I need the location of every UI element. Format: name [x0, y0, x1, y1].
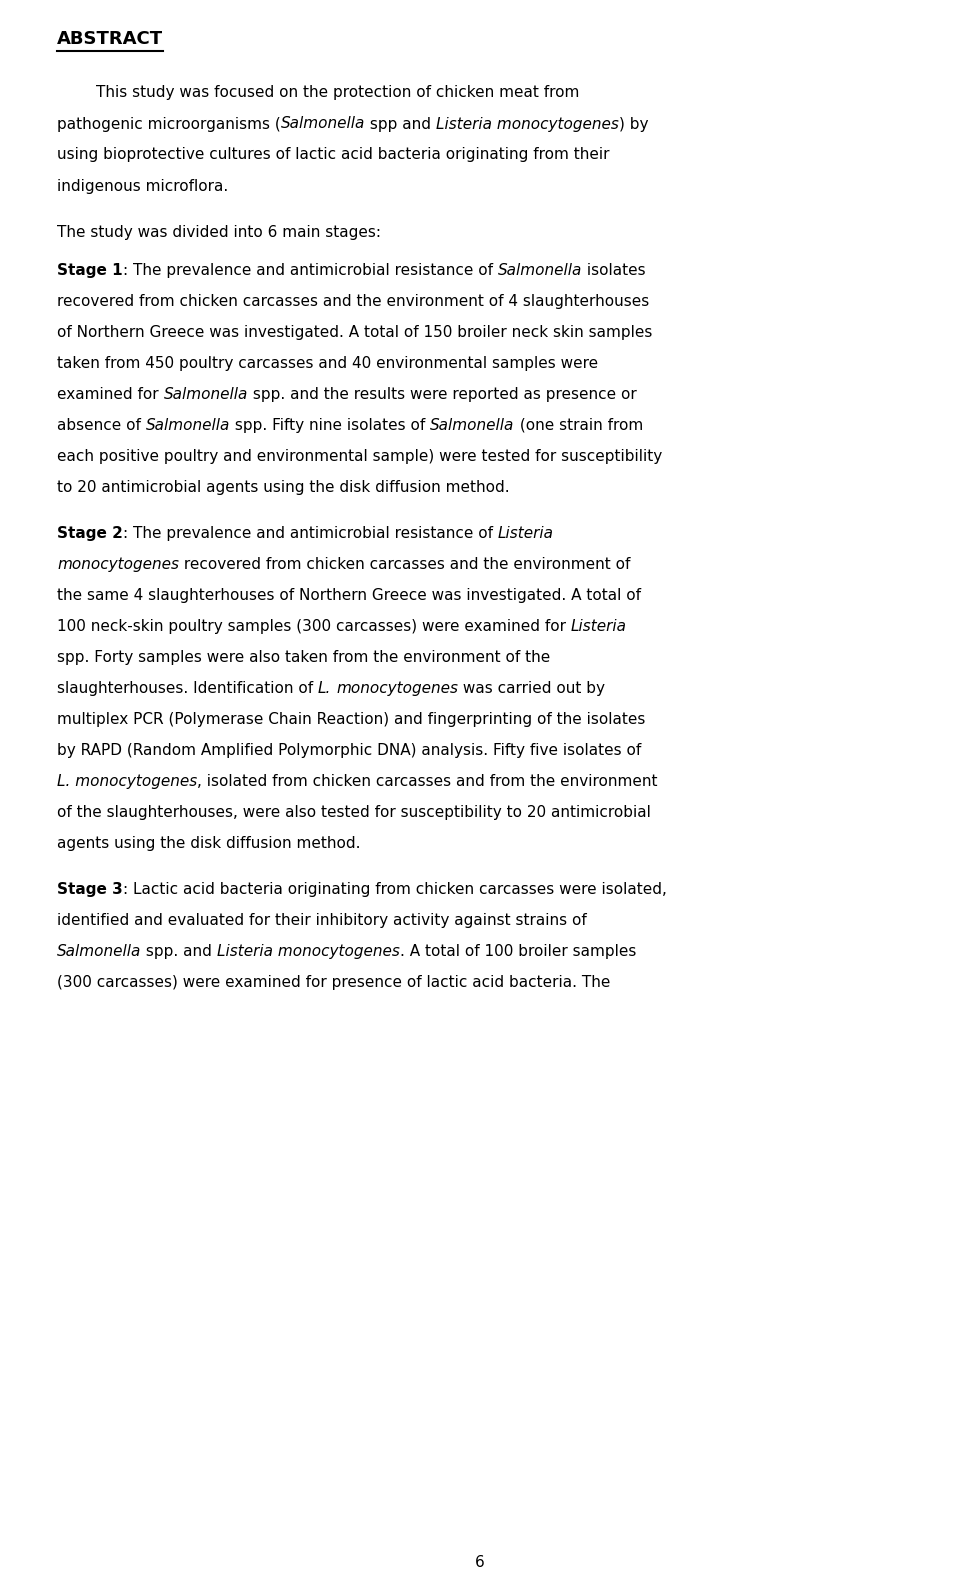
Text: . A total of 100 broiler samples: . A total of 100 broiler samples — [400, 944, 636, 959]
Text: ABSTRACT: ABSTRACT — [57, 30, 163, 48]
Text: Stage 2: Stage 2 — [57, 526, 123, 541]
Text: to 20 antimicrobial agents using the disk diffusion method.: to 20 antimicrobial agents using the dis… — [57, 480, 510, 494]
Text: identified and evaluated for their inhibitory activity against strains of: identified and evaluated for their inhib… — [57, 913, 587, 929]
Text: monocytogenes: monocytogenes — [57, 556, 179, 572]
Text: : The prevalence and antimicrobial resistance of: : The prevalence and antimicrobial resis… — [123, 526, 497, 541]
Text: taken from 450 poultry carcasses and 40 environmental samples were: taken from 450 poultry carcasses and 40 … — [57, 356, 598, 370]
Text: Listeria: Listeria — [497, 526, 554, 541]
Text: each positive poultry and environmental sample) were tested for susceptibility: each positive poultry and environmental … — [57, 448, 662, 464]
Text: recovered from chicken carcasses and the environment of 4 slaughterhouses: recovered from chicken carcasses and the… — [57, 294, 649, 308]
Text: Listeria monocytogenes: Listeria monocytogenes — [217, 944, 400, 959]
Text: Listeria monocytogenes: Listeria monocytogenes — [436, 116, 619, 132]
Text: 6: 6 — [475, 1555, 485, 1569]
Text: 100 neck-skin poultry samples (300 carcasses) were examined for: 100 neck-skin poultry samples (300 carca… — [57, 619, 571, 634]
Text: multiplex PCR (Polymerase Chain Reaction) and fingerprinting of the isolates: multiplex PCR (Polymerase Chain Reaction… — [57, 712, 645, 727]
Text: recovered from chicken carcasses and the environment of: recovered from chicken carcasses and the… — [179, 556, 631, 572]
Text: : The prevalence and antimicrobial resistance of: : The prevalence and antimicrobial resis… — [123, 262, 497, 278]
Text: Stage 3: Stage 3 — [57, 882, 123, 897]
Text: This study was focused on the protection of chicken meat from: This study was focused on the protection… — [57, 86, 580, 100]
Text: Salmonella: Salmonella — [57, 944, 141, 959]
Text: L.: L. — [318, 681, 331, 696]
Text: of Northern Greece was investigated. A total of 150 broiler neck skin samples: of Northern Greece was investigated. A t… — [57, 324, 653, 340]
Text: indigenous microflora.: indigenous microflora. — [57, 178, 228, 194]
Text: ) by: ) by — [619, 116, 648, 132]
Text: pathogenic microorganisms (: pathogenic microorganisms ( — [57, 116, 280, 132]
Text: (one strain from: (one strain from — [515, 418, 643, 432]
Text: Salmonella: Salmonella — [497, 262, 582, 278]
Text: Salmonella: Salmonella — [280, 116, 365, 132]
Text: using bioprotective cultures of lactic acid bacteria originating from their: using bioprotective cultures of lactic a… — [57, 148, 610, 162]
Text: spp and: spp and — [365, 116, 436, 132]
Text: absence of: absence of — [57, 418, 146, 432]
Text: spp. and: spp. and — [141, 944, 217, 959]
Text: Salmonella: Salmonella — [146, 418, 230, 432]
Text: monocytogenes: monocytogenes — [336, 681, 458, 696]
Text: Listeria: Listeria — [571, 619, 627, 634]
Text: the same 4 slaughterhouses of Northern Greece was investigated. A total of: the same 4 slaughterhouses of Northern G… — [57, 588, 641, 603]
Text: slaughterhouses. Identification of: slaughterhouses. Identification of — [57, 681, 318, 696]
Text: isolates: isolates — [582, 262, 645, 278]
Text: : Lactic acid bacteria originating from chicken carcasses were isolated,: : Lactic acid bacteria originating from … — [123, 882, 666, 897]
Text: was carried out by: was carried out by — [458, 681, 605, 696]
Text: Stage 1: Stage 1 — [57, 262, 123, 278]
Text: of the slaughterhouses, were also tested for susceptibility to 20 antimicrobial: of the slaughterhouses, were also tested… — [57, 805, 651, 820]
Text: spp. Fifty nine isolates of: spp. Fifty nine isolates of — [230, 418, 430, 432]
Text: Salmonella: Salmonella — [163, 386, 248, 402]
Text: spp. Forty samples were also taken from the environment of the: spp. Forty samples were also taken from … — [57, 650, 550, 665]
Text: spp. and the results were reported as presence or: spp. and the results were reported as pr… — [248, 386, 636, 402]
Text: , isolated from chicken carcasses and from the environment: , isolated from chicken carcasses and fr… — [197, 774, 658, 789]
Text: (300 carcasses) were examined for presence of lactic acid bacteria. The: (300 carcasses) were examined for presen… — [57, 975, 611, 991]
Text: examined for: examined for — [57, 386, 163, 402]
Text: L. monocytogenes: L. monocytogenes — [57, 774, 197, 789]
Text: agents using the disk diffusion method.: agents using the disk diffusion method. — [57, 836, 361, 851]
Text: Salmonella: Salmonella — [430, 418, 515, 432]
Text: by RAPD (Random Amplified Polymorphic DNA) analysis. Fifty five isolates of: by RAPD (Random Amplified Polymorphic DN… — [57, 743, 641, 758]
Text: The study was divided into 6 main stages:: The study was divided into 6 main stages… — [57, 224, 381, 240]
